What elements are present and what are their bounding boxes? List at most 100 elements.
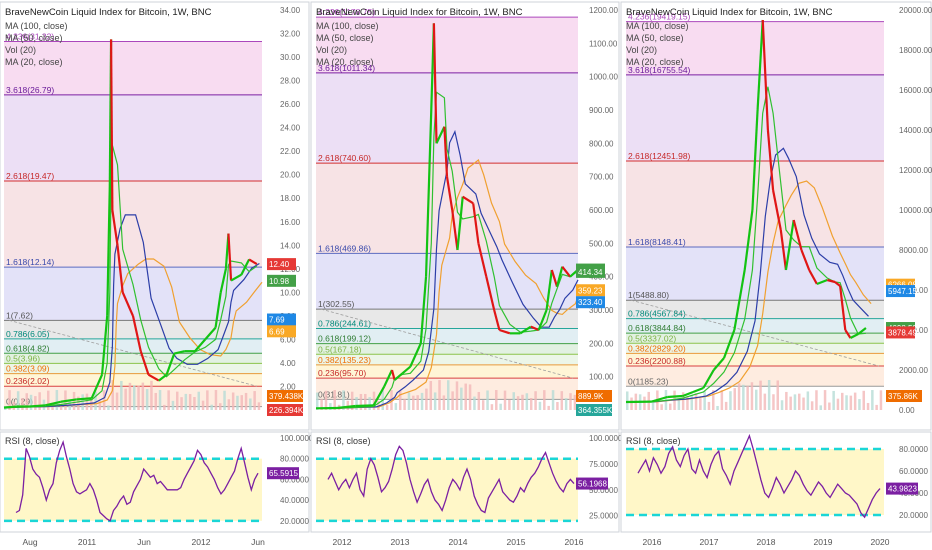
volume-bar — [120, 380, 123, 410]
price-label-box — [267, 313, 296, 326]
fib-level-label: 0.786(244.61) — [318, 318, 371, 328]
volume-bar — [420, 392, 424, 410]
y-tick-label: 10000.00 — [899, 206, 932, 215]
volume-bar — [94, 391, 97, 410]
ma-20-line — [625, 86, 866, 403]
volume-bar — [802, 397, 805, 410]
y-tick-label: 12000.00 — [899, 166, 932, 175]
y-tick-label: 16000.00 — [899, 86, 932, 95]
rsi-tick-label: 100.0000 — [280, 434, 314, 443]
volume-bar — [862, 390, 865, 410]
price-segment — [29, 404, 46, 408]
y-tick-label: 20000.00 — [899, 6, 932, 15]
volume-bar — [197, 391, 200, 410]
y-tick-label: 900.00 — [589, 106, 614, 115]
rsi-tick-label: 75.0000 — [589, 460, 618, 469]
volume-label-value: 226.394K — [269, 406, 304, 415]
x-tick-label: Jun — [137, 537, 151, 547]
volume-bar — [785, 391, 788, 410]
rsi-tick-label: 60.0000 — [899, 467, 928, 476]
x-tick-label: 2018 — [757, 537, 776, 547]
y-tick-label: 16.00 — [280, 218, 301, 227]
volume-bar — [815, 390, 818, 410]
price-segment — [792, 219, 803, 251]
volume-bar — [643, 396, 646, 410]
volume-bar — [529, 398, 533, 410]
fib-level-label: 4.236(31.32) — [6, 32, 54, 42]
rsi-neutral-band — [4, 458, 262, 521]
volume-bar — [776, 380, 779, 410]
volume-bar — [547, 405, 550, 410]
volume-bar — [460, 387, 463, 410]
fib-level-label: 0(1185.23) — [628, 376, 669, 386]
volume-bar — [828, 402, 831, 410]
x-tick-label: 2016 — [565, 537, 584, 547]
volume-bar — [219, 403, 222, 410]
volume-bar — [150, 380, 153, 410]
y-tick-label: 10.00 — [280, 288, 301, 297]
volume-bar — [359, 393, 363, 410]
volume-bar — [707, 401, 711, 410]
x-tick-label: Jun — [251, 537, 265, 547]
volume-bar — [486, 390, 489, 410]
volume-bar — [759, 380, 762, 410]
price-segment — [530, 325, 540, 332]
fib-band — [4, 320, 262, 339]
ma-50-line — [318, 129, 579, 409]
legend-entry: MA (20, close) — [626, 57, 684, 67]
rsi-panel-1: RSI (8, close) 100.0000 80.0000 60.0000 40.0… — [0, 431, 314, 533]
y-tick-label: 24.00 — [280, 124, 301, 133]
volume-bar — [171, 400, 175, 410]
price-segment — [816, 278, 828, 286]
volume-bar — [538, 401, 542, 410]
volume-bar — [154, 392, 157, 410]
ma-50-line — [628, 147, 869, 403]
volume-bar — [72, 391, 76, 410]
price-segment — [477, 243, 488, 277]
rsi-panel-3: RSI (8, close)80.000060.000040.000020.00… — [620, 431, 932, 533]
price-segment — [462, 195, 474, 205]
y-tick-label: 1100.00 — [589, 39, 618, 48]
price-segment — [147, 373, 160, 382]
volume-bar — [412, 395, 415, 410]
price-candles — [3, 39, 258, 409]
price-segment — [743, 209, 754, 271]
volume-bar — [823, 390, 827, 410]
fib-band — [626, 353, 884, 366]
fib-level-label: 0.618(199.12) — [318, 334, 371, 344]
volume-bar — [669, 403, 672, 410]
volume-bar — [690, 394, 693, 410]
y-tick-label: 600.00 — [589, 206, 614, 215]
fib-level-label: 0.618(4.82) — [6, 343, 50, 353]
volume-bar — [141, 382, 145, 410]
y-tick-label: 20.00 — [280, 171, 301, 180]
volume-bar — [810, 401, 814, 410]
volume-bar — [477, 391, 481, 410]
volume-bar — [772, 394, 775, 410]
fib-level-label: 0.236(2200.88) — [628, 356, 686, 366]
fib-band — [4, 267, 262, 321]
fib-band — [626, 343, 884, 354]
volume-bar — [468, 384, 472, 410]
price-label-value: 5947.15 — [888, 287, 917, 296]
rsi-tick-label: 40.0000 — [280, 496, 309, 505]
volume-bar — [720, 390, 724, 410]
fib-level-label: 0.382(3.09) — [6, 364, 50, 374]
y-tick-label: 26.00 — [280, 100, 301, 109]
volume-label-value: 379.438K — [269, 392, 304, 401]
price-segment — [372, 386, 386, 406]
price-segment — [424, 109, 433, 277]
volume-bar — [660, 404, 663, 410]
fib-level-label: 2.618(740.60) — [318, 153, 371, 163]
price-label-box — [576, 265, 605, 278]
volume-bar — [47, 390, 50, 410]
fib-level-label: 3.618(1011.34) — [318, 63, 375, 73]
x-tick-label: Aug — [22, 537, 37, 547]
price-label-value: 323.40 — [578, 298, 603, 307]
price-segment — [485, 276, 496, 311]
x-tick-label: 2019 — [814, 537, 833, 547]
legend-entry: Vol (20) — [5, 45, 36, 55]
volume-bar — [407, 392, 411, 410]
price-label-box — [886, 285, 915, 298]
legend-entry: MA (20, close) — [316, 57, 374, 67]
